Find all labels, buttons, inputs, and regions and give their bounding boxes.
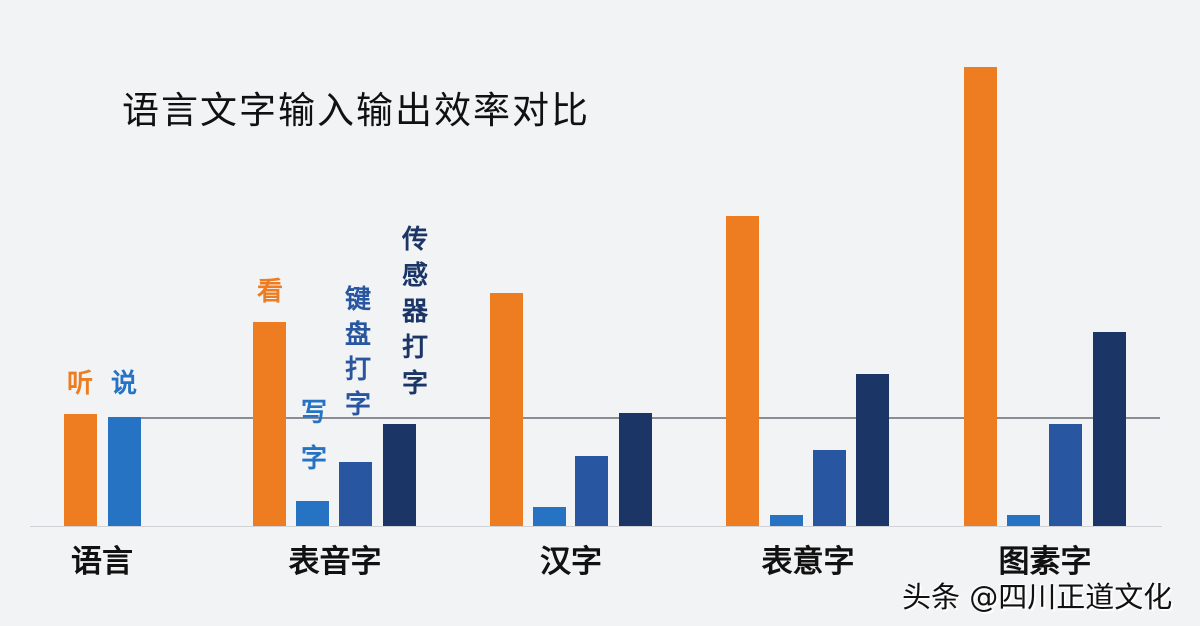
x-axis-baseline xyxy=(30,526,1162,527)
bar-mid-blue xyxy=(1049,424,1082,526)
annotation-char: 打 xyxy=(401,333,428,363)
annotation-char: 传 xyxy=(401,225,428,255)
annotation-char: 写 xyxy=(300,398,327,428)
annotation-listen: 听 xyxy=(66,369,93,399)
annotation-char: 器 xyxy=(401,297,428,327)
chart-title: 语言文字输入输出效率对比 xyxy=(122,89,590,132)
category-label: 汉字 xyxy=(540,544,602,580)
bar-light-blue xyxy=(108,417,141,526)
bar-light-blue xyxy=(533,507,566,526)
bar-orange xyxy=(490,293,523,526)
bar-mid-blue xyxy=(813,450,846,526)
bar-mid-blue xyxy=(339,462,372,526)
category-label: 图素字 xyxy=(998,544,1092,580)
bar-orange xyxy=(726,216,759,526)
bar-dark-blue xyxy=(1093,332,1126,526)
annotation-speak: 说 xyxy=(110,369,137,399)
bar-orange xyxy=(64,414,97,526)
annotation-char: 盘 xyxy=(344,320,371,350)
category-label: 语言 xyxy=(71,544,133,580)
bar-light-blue xyxy=(1007,515,1040,526)
bar-light-blue xyxy=(296,501,329,526)
annotation-char: 键 xyxy=(344,285,371,315)
bar-mid-blue xyxy=(575,456,608,526)
bar-dark-blue xyxy=(619,413,652,526)
annotation-char: 字 xyxy=(401,369,428,399)
bar-orange xyxy=(253,322,286,526)
watermark: 头条 @四川正道文化 xyxy=(902,580,1173,614)
bar-dark-blue xyxy=(383,424,416,526)
annotation-handwrite: 写字 xyxy=(297,390,331,482)
category-label: 表意字 xyxy=(761,544,855,580)
annotation-char: 字 xyxy=(300,444,327,474)
annotation-char: 打 xyxy=(344,355,371,385)
annotation-keyboard-typing: 键盘打字 xyxy=(341,283,375,423)
annotation-char: 感 xyxy=(401,261,428,291)
bar-light-blue xyxy=(770,515,803,526)
annotation-char: 字 xyxy=(344,390,371,420)
annotation-sensor-typing: 传感器打字 xyxy=(398,222,432,402)
category-label: 表音字 xyxy=(288,544,382,580)
bar-dark-blue xyxy=(856,374,889,526)
annotation-see: 看 xyxy=(256,277,283,307)
bar-orange xyxy=(964,67,997,526)
